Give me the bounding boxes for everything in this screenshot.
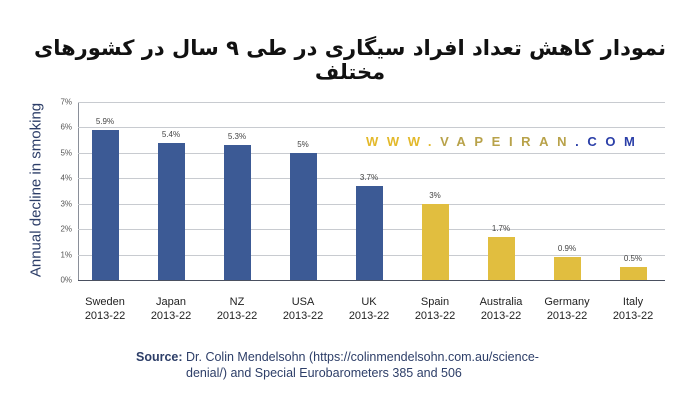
source-label: Source: (136, 350, 183, 364)
x-category-label: USA 2013-22 (282, 296, 324, 322)
y-tick-label: 7% (60, 97, 72, 107)
y-tick-label: 0% (60, 275, 72, 285)
plot-area: 5.9% 5.4% 5.3% 5% 3.7% 3% 1.7% 0.9% 0.5% (78, 102, 665, 281)
bar-germany (553, 257, 581, 280)
bar-usa (289, 152, 317, 280)
bar-value-label: 5.9% (95, 116, 115, 126)
bar-nz (223, 145, 251, 280)
x-category-label: Italy 2013-22 (612, 296, 654, 322)
gridline (78, 178, 665, 180)
x-category-label: Spain 2013-22 (414, 296, 456, 322)
bar-sweden (91, 129, 119, 280)
bar-japan (157, 142, 185, 280)
y-tick-label: 1% (60, 250, 72, 260)
y-axis-line (78, 102, 79, 280)
bar-value-label: 1.7% (491, 223, 511, 233)
y-tick-label: 4% (60, 173, 72, 183)
source-text-line-1: Dr. Colin Mendelsohn (https://colinmende… (186, 350, 539, 364)
bar-value-label: 5.4% (161, 129, 181, 139)
y-tick-label: 3% (60, 199, 72, 209)
bar-italy (619, 267, 647, 280)
bar-value-label: 5% (297, 139, 309, 149)
y-tick-label: 2% (60, 224, 72, 234)
bar-uk (355, 185, 383, 280)
bar-value-label: 3% (429, 190, 441, 200)
gridline (78, 152, 665, 154)
bar-value-label: 3.7% (359, 172, 379, 182)
source-text-line-2: denial/) and Special Eurobarometers 385 … (186, 366, 462, 380)
y-tick-label: 6% (60, 122, 72, 132)
x-category-label: Germany 2013-22 (544, 296, 590, 322)
gridline (78, 127, 665, 129)
x-category-label: UK 2013-22 (348, 296, 390, 322)
y-tick-label: 5% (60, 148, 72, 158)
bar-value-label: 5.3% (227, 132, 247, 142)
watermark-text: WWW.VAPEIRAN.COM (366, 134, 644, 149)
x-category-label: NZ 2013-22 (216, 296, 258, 322)
x-category-label: Australia 2013-22 (479, 296, 523, 322)
bar-value-label: 0.5% (623, 254, 643, 264)
x-axis-line (78, 280, 665, 281)
x-category-label: Sweden 2013-22 (84, 296, 126, 322)
bar-spain (421, 203, 449, 280)
chart-title: نمودار کاهش تعداد افراد سیگاری در طی ۹ س… (33, 36, 667, 84)
x-category-label: Japan 2013-22 (150, 296, 192, 322)
bar-australia (487, 236, 515, 280)
source-text: Dr. Colin Mendelsohn (https://colinmende… (186, 349, 606, 381)
bar-value-label: 0.9% (557, 244, 577, 254)
source-note: Source: Dr. Colin Mendelsohn (https://co… (136, 349, 539, 380)
gridline (78, 102, 665, 103)
